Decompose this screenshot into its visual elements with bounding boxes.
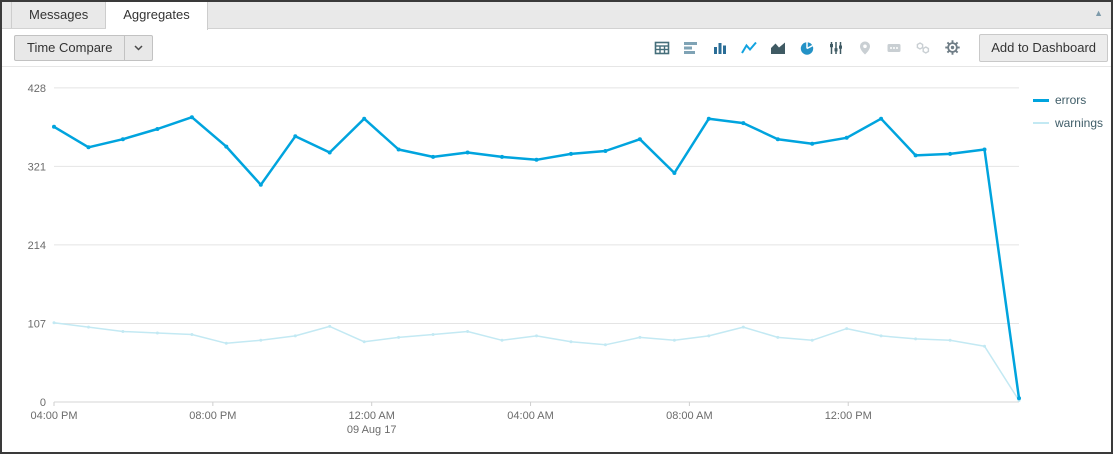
tab-messages[interactable]: Messages (11, 2, 107, 28)
column-chart-icon[interactable] (709, 37, 731, 59)
time-compare-label: Time Compare (27, 39, 113, 55)
tab-aggregates-label: Aggregates (123, 7, 190, 22)
settings-gear-icon[interactable] (941, 37, 963, 59)
timeseries-chart[interactable]: 0 107 214 321 428 04:00 PM 08:00 PM 12:00 AM 09 … (6, 72, 1026, 448)
time-compare-button[interactable]: Time Compare (14, 34, 154, 61)
single-value-icon[interactable] (883, 37, 905, 59)
honeycomb-icon[interactable] (912, 37, 934, 59)
chevron-down-icon[interactable] (124, 35, 152, 60)
svg-text:428: 428 (28, 83, 46, 95)
svg-text:107: 107 (28, 318, 46, 330)
legend-label-errors: errors (1054, 93, 1087, 107)
svg-text:08:00 PM: 08:00 PM (189, 410, 236, 422)
svg-text:09 Aug 17: 09 Aug 17 (347, 424, 397, 436)
chart-legend: errors warnings (1032, 93, 1103, 139)
legend-swatch-errors (1032, 98, 1049, 102)
line-chart-icon[interactable] (738, 37, 760, 59)
chart-toolbar: Time Compare (2, 29, 1111, 67)
svg-text:0: 0 (40, 397, 46, 409)
bar-chart-icon[interactable] (680, 37, 702, 59)
svg-text:04:00 AM: 04:00 AM (507, 410, 553, 422)
legend-item-warnings[interactable]: warnings (1032, 116, 1103, 130)
chart-type-switcher (651, 37, 963, 59)
svg-text:321: 321 (28, 161, 46, 173)
tab-messages-label: Messages (29, 7, 89, 22)
map-icon[interactable] (854, 37, 876, 59)
tab-aggregates[interactable]: Aggregates (106, 2, 208, 30)
box-plot-icon[interactable] (825, 37, 847, 59)
table-icon[interactable] (651, 37, 673, 59)
results-tabbar: Messages Aggregates ▲ (2, 2, 1111, 30)
legend-swatch-warnings (1032, 122, 1049, 124)
svg-text:08:00 AM: 08:00 AM (666, 410, 712, 422)
chart-region: 0 107 214 321 428 04:00 PM 08:00 PM 12:00 AM 09 … (2, 67, 1111, 452)
legend-item-errors[interactable]: errors (1032, 93, 1103, 107)
svg-text:12:00 PM: 12:00 PM (825, 410, 872, 422)
pie-chart-icon[interactable] (796, 37, 818, 59)
svg-text:12:00 AM: 12:00 AM (348, 410, 394, 422)
svg-text:214: 214 (28, 240, 46, 252)
legend-label-warnings: warnings (1054, 116, 1103, 130)
svg-text:04:00 PM: 04:00 PM (30, 410, 77, 422)
add-to-dashboard-button[interactable]: Add to Dashboard (979, 33, 1108, 62)
panel-collapse-icon[interactable]: ▲ (1094, 8, 1103, 18)
area-chart-icon[interactable] (767, 37, 789, 59)
